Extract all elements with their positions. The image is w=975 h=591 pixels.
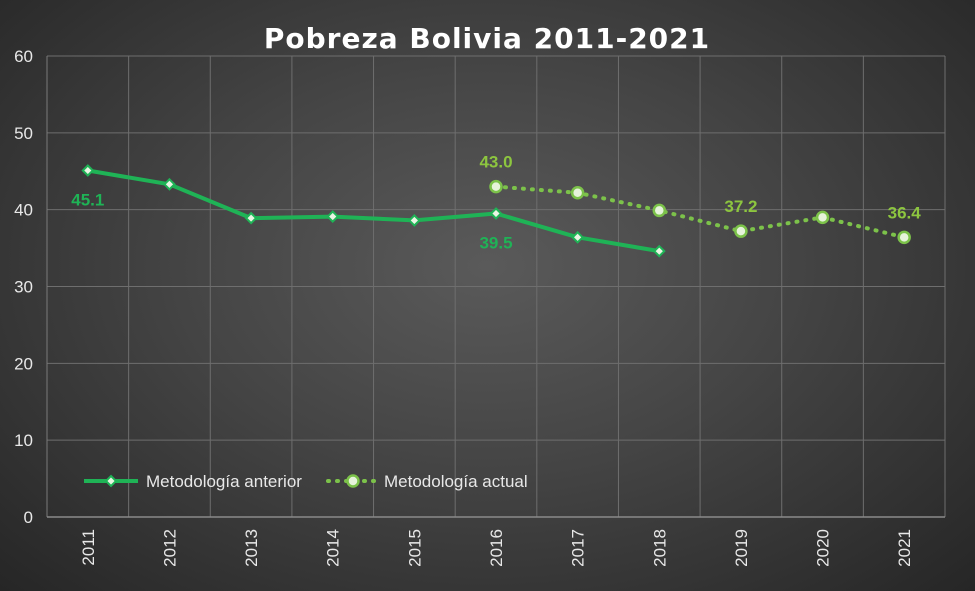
- legend-marker-anterior: [104, 474, 118, 488]
- legend-label-anterior: Metodología anterior: [146, 472, 302, 491]
- data-label: 45.1: [71, 190, 104, 209]
- data-point: [489, 207, 503, 220]
- data-point: [734, 224, 748, 238]
- data-point: [81, 164, 95, 177]
- x-tick-label: 2017: [569, 529, 588, 567]
- y-tick-label: 20: [14, 354, 33, 373]
- chart-title: Pobreza Bolivia 2011-2021: [264, 22, 710, 55]
- data-point: [163, 177, 176, 191]
- series-line: [494, 184, 907, 240]
- data-point: [244, 211, 258, 225]
- y-tick-label: 40: [14, 201, 33, 220]
- y-tick-label: 50: [14, 124, 33, 143]
- data-label: 37.2: [724, 197, 757, 216]
- legend: Metodología anterior Metodología actual: [84, 472, 528, 491]
- data-point: [897, 230, 911, 245]
- data-point: [570, 186, 585, 200]
- x-tick-label: 2019: [732, 529, 751, 567]
- grid: [46, 55, 946, 518]
- data-label: 36.4: [888, 203, 922, 222]
- x-tick-label: 2020: [814, 529, 833, 567]
- x-tick-label: 2016: [487, 529, 506, 567]
- data-point: [571, 230, 585, 244]
- data-point: [652, 244, 666, 258]
- y-tick-label: 30: [14, 278, 33, 297]
- x-tick-label: 2013: [242, 529, 261, 567]
- data-point: [815, 210, 830, 225]
- x-axis: 2011 2012 2013 2014 2015 2016 2017 2018 2019 2020…: [79, 529, 914, 567]
- y-axis: 0 10 20 30 40 50 60: [14, 47, 33, 527]
- data-labels: 45.1 39.5 43.0 37.2 36.4: [71, 153, 921, 253]
- data-point: [489, 179, 503, 194]
- legend-label-actual: Metodología actual: [384, 472, 528, 491]
- x-tick-label: 2011: [79, 529, 98, 566]
- series-group: [81, 164, 911, 258]
- x-tick-label: 2015: [405, 529, 424, 567]
- x-tick-label: 2014: [324, 529, 343, 567]
- y-tick-label: 60: [14, 47, 33, 66]
- data-point: [326, 210, 340, 223]
- series-1: [489, 179, 911, 245]
- x-tick-label: 2012: [160, 529, 179, 567]
- y-tick-label: 10: [14, 431, 33, 450]
- legend-marker-actual: [346, 474, 360, 488]
- y-tick-label: 0: [24, 508, 33, 527]
- series-line: [87, 168, 660, 254]
- data-label: 43.0: [479, 153, 512, 172]
- x-tick-label: 2018: [650, 529, 669, 567]
- series-0: [81, 164, 666, 258]
- data-point: [407, 214, 421, 227]
- data-label: 39.5: [479, 234, 512, 253]
- data-point: [652, 203, 667, 218]
- x-tick-label: 2021: [895, 529, 914, 567]
